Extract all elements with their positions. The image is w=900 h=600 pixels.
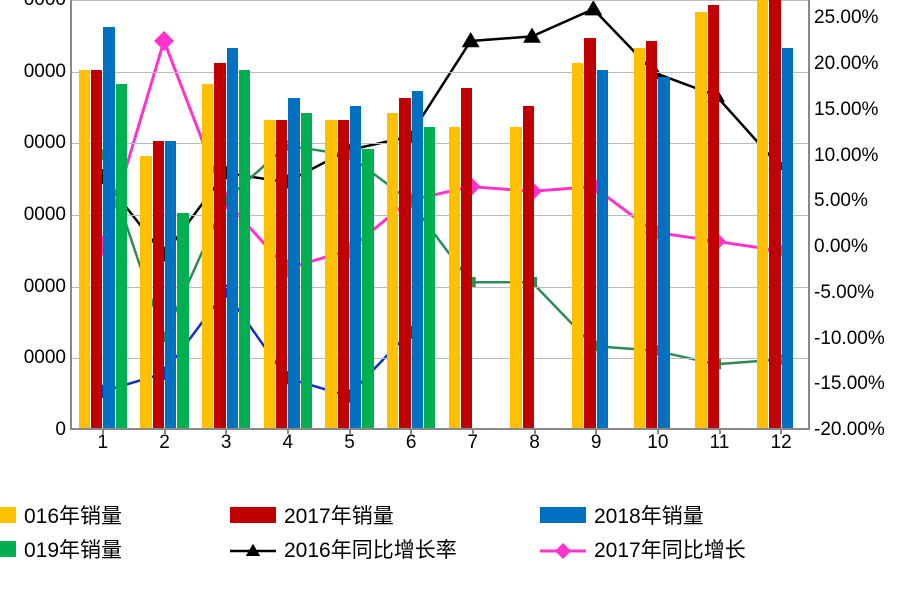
bar	[695, 12, 706, 428]
bar	[461, 88, 472, 428]
y-left-tick-label: 0000	[24, 204, 72, 226]
legend-item: 2016年同比增长率	[230, 534, 457, 564]
x-tick-label: 7	[468, 428, 479, 454]
legend-item: 2017年同比增长	[540, 534, 746, 564]
bar	[325, 120, 336, 428]
plot-area: 0000000000000000000000000-20.00%-15.00%-…	[70, 0, 810, 430]
legend-label: 016年销量	[24, 500, 122, 530]
bar	[449, 127, 460, 428]
legend-item: 2017年销量	[230, 500, 394, 530]
y-right-tick-label: -10.00%	[808, 328, 885, 350]
y-left-tick-label: 0000	[24, 276, 72, 298]
bar	[116, 84, 127, 428]
legend-item: 019年销量	[0, 534, 122, 564]
bar	[301, 113, 312, 428]
bar	[276, 120, 287, 428]
y-right-tick-label: -5.00%	[808, 282, 874, 304]
bar	[239, 70, 250, 428]
bar	[412, 91, 423, 428]
legend-label: 2016年同比增长率	[284, 534, 457, 564]
bar	[708, 5, 719, 428]
bar	[769, 0, 780, 428]
legend-swatch	[540, 541, 586, 557]
sales-chart: 0000000000000000000000000-20.00%-15.00%-…	[0, 0, 900, 480]
bar	[91, 70, 102, 428]
x-tick-label: 11	[710, 428, 730, 454]
legend-label: 019年销量	[24, 534, 122, 564]
x-tick-label: 9	[591, 428, 602, 454]
y-right-tick-label: 25.00%	[808, 7, 878, 29]
x-tick-label: 12	[771, 428, 792, 454]
y-left-tick-label: 0000	[24, 0, 72, 11]
y-left-tick-label: 0000	[24, 61, 72, 83]
x-tick-label: 6	[406, 428, 417, 454]
marker-triangle	[584, 0, 602, 15]
y-right-tick-label: 5.00%	[808, 190, 868, 212]
y-left-tick-label: 0000	[24, 132, 72, 154]
bar	[572, 63, 583, 429]
x-tick-label: 4	[283, 428, 294, 454]
x-tick-label: 3	[221, 428, 232, 454]
legend-label: 2017年同比增长	[594, 534, 746, 564]
bar	[399, 98, 410, 428]
y-right-tick-label: 10.00%	[808, 145, 878, 167]
bar	[140, 156, 151, 428]
bar	[350, 106, 361, 429]
bar	[227, 48, 238, 428]
bar	[362, 149, 373, 429]
y-left-tick-label: 0	[55, 419, 72, 441]
bar	[424, 127, 435, 428]
x-tick-label: 5	[344, 428, 355, 454]
y-right-tick-label: 15.00%	[808, 99, 878, 121]
marker-diamond	[154, 31, 174, 51]
legend-swatch	[230, 507, 276, 523]
x-tick-label: 2	[159, 428, 170, 454]
y-right-tick-label: 0.00%	[808, 236, 868, 258]
bar	[79, 70, 90, 428]
x-tick-label: 1	[98, 428, 109, 454]
y-right-tick-label: -20.00%	[808, 419, 885, 441]
bar	[658, 77, 669, 428]
bar	[288, 98, 299, 428]
legend-label: 2017年销量	[284, 500, 394, 530]
bar	[387, 113, 398, 428]
bar	[597, 70, 608, 428]
bar	[165, 141, 176, 428]
bar	[214, 63, 225, 429]
gridline	[72, 0, 808, 1]
bar	[264, 120, 275, 428]
bar	[634, 48, 645, 428]
bar	[510, 127, 521, 428]
bar	[646, 41, 657, 428]
bar	[153, 141, 164, 428]
bar	[103, 27, 114, 428]
x-tick-label: 10	[647, 428, 668, 454]
y-right-tick-label: -15.00%	[808, 373, 885, 395]
y-right-tick-label: 20.00%	[808, 53, 878, 75]
bar	[202, 84, 213, 428]
bar	[782, 48, 793, 428]
y-left-tick-label: 0000	[24, 347, 72, 369]
bar	[757, 0, 768, 428]
bar	[523, 106, 534, 429]
legend-item: 2018年销量	[540, 500, 704, 530]
legend-item: 016年销量	[0, 500, 122, 530]
legend-swatch	[230, 541, 276, 557]
bar	[584, 38, 595, 428]
legend-swatch	[540, 507, 586, 523]
bar	[338, 120, 349, 428]
marker-triangle	[523, 27, 541, 42]
bar	[177, 213, 188, 428]
legend-swatch	[0, 541, 16, 557]
legend-label: 2018年销量	[594, 500, 704, 530]
x-tick-label: 8	[529, 428, 540, 454]
legend-swatch	[0, 507, 16, 523]
